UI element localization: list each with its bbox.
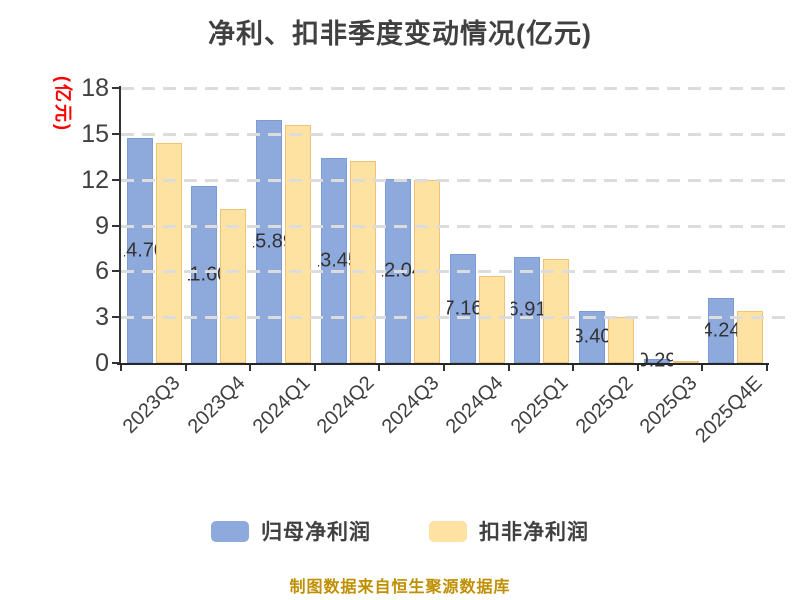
legend-label: 扣非净利润: [479, 521, 589, 544]
x-tick-4: [378, 365, 380, 371]
y-tick-label-0: 0: [95, 349, 109, 377]
gridline-y15: [121, 133, 792, 136]
x-tick-label-2024Q1: 2024Q1: [248, 372, 315, 438]
bar-归母净利润-2025Q1: [514, 257, 540, 363]
bar-扣非净利润-2024Q1: [285, 125, 311, 363]
bar-扣非净利润-2024Q2: [350, 161, 376, 363]
legend-swatch-blue: [211, 520, 249, 542]
y-tick-15: [112, 133, 119, 135]
y-axis-line: [119, 86, 121, 365]
bar-label-2023Q3: 14.70: [114, 239, 166, 261]
legend: 归母净利润 扣非净利润: [0, 516, 800, 546]
x-tick-5: [443, 365, 445, 371]
bar-label-2023Q4: 11.60: [179, 263, 229, 285]
y-tick-label-15: 15: [81, 120, 109, 148]
y-tick-label-18: 18: [81, 74, 109, 102]
x-tick-label-2025Q3: 2025Q3: [635, 372, 702, 438]
x-tick-label-2025Q1: 2025Q1: [506, 372, 573, 438]
legend-item-parent-net-profit: 归母净利润: [211, 516, 371, 546]
bar-扣非净利润-2023Q4: [220, 209, 246, 363]
bar-label-2024Q2: 13.45: [308, 249, 360, 271]
gridline-y12: [121, 179, 792, 182]
bar-归母净利润-2024Q2: [321, 158, 347, 363]
y-tick-9: [112, 225, 119, 227]
bar-label-2024Q4: 7.16: [443, 297, 483, 319]
bar-label-clip-2024Q1: 15.89: [253, 120, 285, 363]
bar-label-clip-2024Q4: 7.16: [447, 254, 479, 363]
bar-label-clip-2023Q4: 11.60: [188, 186, 220, 363]
bar-扣非净利润-2025Q4E: [737, 311, 763, 363]
bar-归母净利润-2023Q3: [127, 138, 153, 363]
bar-label-clip-2024Q2: 13.45: [318, 158, 350, 363]
gridline-y6: [121, 270, 792, 273]
bar-扣非净利润-2025Q2: [608, 317, 634, 363]
x-tick-10: [766, 365, 768, 371]
bar-归母净利润-2025Q3: [644, 359, 670, 363]
x-tick-label-2025Q4E: 2025Q4E: [690, 372, 767, 448]
bar-扣非净利润-2025Q3: [673, 361, 699, 363]
y-tick-label-6: 6: [95, 257, 109, 285]
y-tick-label-9: 9: [95, 212, 109, 240]
bar-归母净利润-2025Q2: [579, 311, 605, 363]
gridline-y18: [121, 87, 792, 90]
x-tick-label-2024Q4: 2024Q4: [441, 372, 508, 438]
x-axis-line: [117, 363, 769, 365]
bar-label-2025Q3: 0.29: [637, 349, 677, 372]
gridline-y3: [121, 316, 792, 319]
bar-label-2024Q1: 15.89: [243, 230, 295, 252]
data-source-footnote: 制图数据来自恒生聚源数据库: [289, 579, 511, 596]
x-tick-0: [120, 365, 122, 371]
x-tick-label-2023Q3: 2023Q3: [118, 372, 185, 438]
y-tick-12: [112, 179, 119, 181]
y-tick-label-12: 12: [81, 166, 109, 194]
bar-归母净利润-2025Q4E: [708, 298, 734, 363]
y-tick-3: [112, 316, 119, 318]
bar-label-2025Q1: 6.91: [507, 298, 547, 321]
bar-label-clip-2025Q4E: 4.24: [705, 298, 737, 363]
x-tick-label-2023Q4: 2023Q4: [183, 372, 250, 438]
legend-label: 归母净利润: [261, 521, 371, 544]
bar-扣非净利润-2025Q1: [543, 259, 569, 363]
x-tick-6: [508, 365, 510, 371]
x-tick-label-2025Q2: 2025Q2: [571, 372, 638, 438]
x-tick-3: [314, 365, 316, 371]
y-tick-18: [112, 87, 119, 89]
gridline-y9: [121, 225, 792, 228]
x-tick-8: [637, 365, 639, 371]
bar-扣非净利润-2023Q3: [156, 143, 182, 363]
x-tick-7: [572, 365, 574, 371]
bar-label-2025Q4E: 4.24: [701, 319, 741, 341]
x-tick-1: [185, 365, 187, 371]
legend-item-non-recurring-net-profit: 扣非净利润: [429, 516, 589, 546]
bar-扣非净利润-2024Q4: [479, 276, 505, 363]
bar-label-2025Q2: 3.40: [572, 325, 612, 348]
bar-label-clip-2025Q3: 0.29: [641, 350, 673, 372]
x-tick-label-2024Q3: 2024Q3: [377, 372, 444, 438]
bar-label-clip-2025Q1: 6.91: [511, 257, 543, 363]
bar-归母净利润-2023Q4: [191, 186, 217, 363]
bar-label-clip-2023Q3: 14.70: [124, 138, 156, 363]
x-tick-9: [701, 365, 703, 371]
y-tick-6: [112, 270, 119, 272]
y-tick-0: [112, 362, 119, 364]
bar-label-clip-2025Q2: 3.40: [576, 311, 608, 363]
x-tick-label-2024Q2: 2024Q2: [312, 372, 379, 438]
x-tick-2: [249, 365, 251, 371]
y-tick-label-3: 3: [95, 303, 109, 331]
chart-title: 净利、扣非季度变动情况(亿元): [208, 19, 592, 49]
bar-归母净利润-2024Q1: [256, 120, 282, 363]
legend-swatch-orange: [429, 520, 467, 542]
